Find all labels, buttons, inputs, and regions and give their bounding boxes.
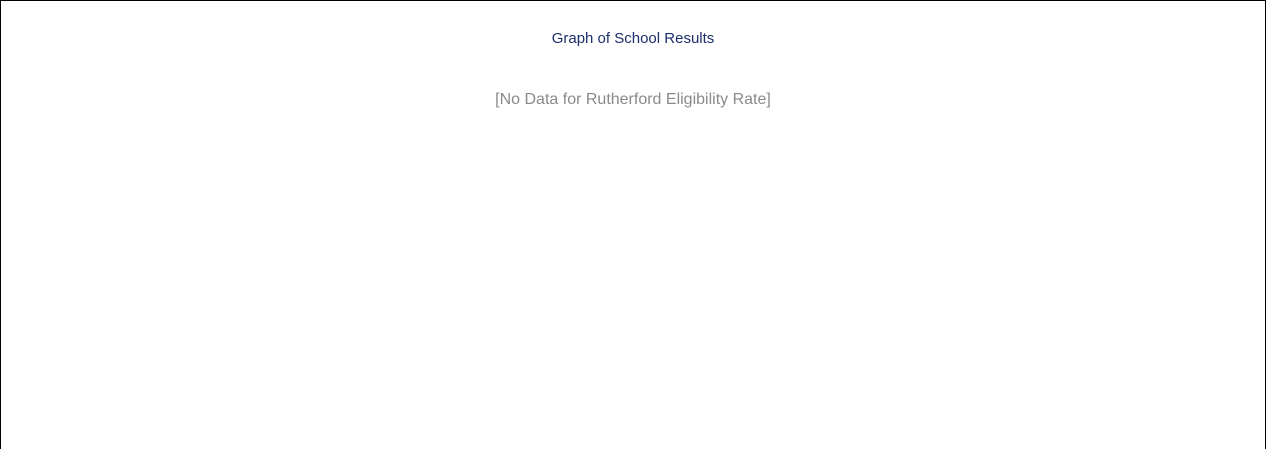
panel-title: Graph of School Results (551, 30, 715, 47)
no-data-message: [No Data for Rutherford Eligibility Rate… (495, 91, 771, 108)
